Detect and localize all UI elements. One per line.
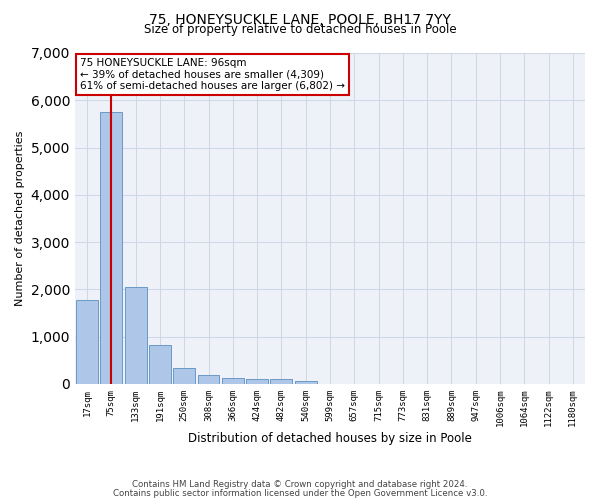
- Text: Contains HM Land Registry data © Crown copyright and database right 2024.: Contains HM Land Registry data © Crown c…: [132, 480, 468, 489]
- Bar: [246, 379, 268, 384]
- Bar: [271, 379, 292, 384]
- Text: 75, HONEYSUCKLE LANE, POOLE, BH17 7YY: 75, HONEYSUCKLE LANE, POOLE, BH17 7YY: [149, 12, 451, 26]
- Bar: [197, 375, 220, 384]
- Bar: [222, 378, 244, 384]
- Y-axis label: Number of detached properties: Number of detached properties: [15, 131, 25, 306]
- Bar: [76, 300, 98, 384]
- Bar: [173, 368, 195, 384]
- Bar: [295, 380, 317, 384]
- X-axis label: Distribution of detached houses by size in Poole: Distribution of detached houses by size …: [188, 432, 472, 445]
- Text: Contains public sector information licensed under the Open Government Licence v3: Contains public sector information licen…: [113, 488, 487, 498]
- Bar: [149, 345, 171, 384]
- Text: 75 HONEYSUCKLE LANE: 96sqm
← 39% of detached houses are smaller (4,309)
61% of s: 75 HONEYSUCKLE LANE: 96sqm ← 39% of deta…: [80, 58, 345, 91]
- Text: Size of property relative to detached houses in Poole: Size of property relative to detached ho…: [143, 22, 457, 36]
- Bar: [100, 112, 122, 384]
- Bar: [125, 286, 146, 384]
